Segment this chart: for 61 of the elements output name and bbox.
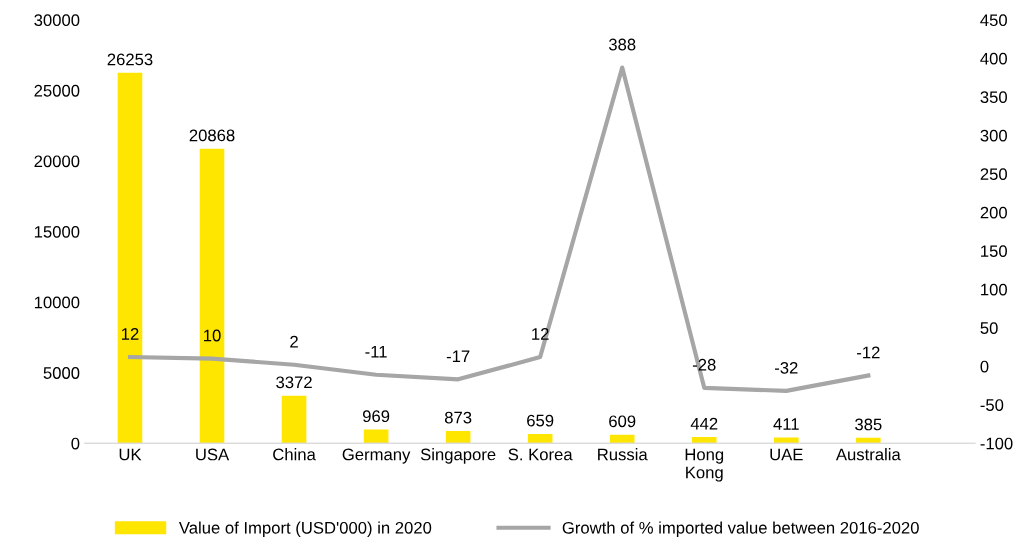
y2-tick-label: 200	[980, 206, 1007, 219]
y2-tick-label: 250	[980, 168, 1007, 181]
y2-tick-label: 450	[980, 14, 1007, 27]
y-tick-label: 10000	[34, 296, 80, 309]
x-tick-label: UAE	[770, 448, 803, 461]
data-label: 388	[608, 38, 636, 51]
data-label: 659	[527, 414, 554, 427]
y-tick-label: 25000	[34, 84, 80, 97]
y2-tick-label: -50	[980, 399, 1004, 411]
x-tick-label: Singapore	[420, 448, 496, 464]
y-tick-label: 15000	[34, 225, 80, 238]
y-tick-label: 30000	[34, 14, 80, 27]
data-label: 12	[121, 328, 139, 340]
y2-tick-label: 150	[981, 245, 1007, 258]
bar	[773, 437, 799, 444]
x-tick-label: Australia	[835, 448, 901, 461]
x-tick-label: UK	[119, 448, 142, 461]
data-label: 442	[690, 417, 718, 430]
y2-tick-label: 350	[980, 91, 1007, 104]
bar	[363, 429, 389, 444]
data-label: 10	[204, 329, 221, 342]
data-label: -12	[857, 346, 880, 359]
x-tick-label: Germany	[342, 448, 411, 464]
data-label: -17	[446, 350, 470, 363]
x-tick-label: Hong Kong	[685, 448, 724, 482]
legend-label: Growth of % imported value between 2016-2020	[562, 521, 919, 537]
data-label: -32	[774, 361, 798, 374]
bar	[856, 437, 881, 444]
y2-tick-label: 100	[981, 283, 1007, 296]
x-tick-label: USA	[196, 448, 230, 461]
data-label: 26253	[107, 53, 153, 66]
data-label: 3372	[276, 376, 312, 389]
bar	[117, 72, 143, 444]
bar	[281, 395, 307, 444]
bar	[609, 434, 635, 444]
bar	[691, 437, 717, 444]
x-tick-label: Russia	[598, 448, 648, 461]
y2-tick-label: 50	[980, 322, 998, 334]
bar	[445, 430, 471, 444]
data-label: 609	[609, 415, 636, 428]
data-label: -28	[692, 358, 716, 371]
data-label: 2	[290, 335, 298, 348]
x-tick-label: China	[273, 448, 316, 461]
y2-tick-label: 400	[980, 52, 1007, 65]
data-label: 12	[532, 328, 549, 340]
bar	[527, 433, 553, 444]
legend-label: Value of Import (USD'000) in 2020	[178, 521, 432, 537]
data-label: 411	[773, 418, 799, 430]
data-label: 385	[855, 418, 882, 431]
data-label: -11	[365, 345, 387, 358]
y2-tick-label: -100	[980, 437, 1013, 450]
y-tick-label: 20000	[34, 155, 80, 168]
data-label: 20868	[189, 129, 235, 142]
x-tick-label: S. Korea	[508, 448, 573, 461]
y2-tick-label: 300	[980, 129, 1007, 142]
y-tick-label: 5000	[43, 367, 80, 379]
bar	[199, 148, 225, 444]
y2-tick-label: 0	[980, 360, 989, 373]
data-label: 969	[362, 410, 390, 423]
data-label: 873	[444, 411, 472, 424]
y-tick-label: 0	[71, 437, 80, 450]
